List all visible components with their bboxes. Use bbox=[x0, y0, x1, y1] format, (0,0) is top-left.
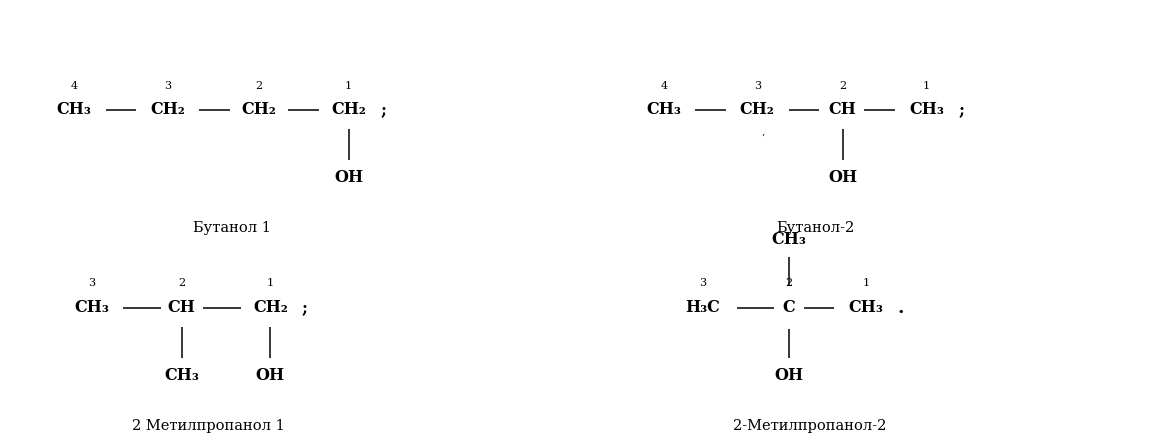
Text: CH₃: CH₃ bbox=[56, 101, 92, 118]
Text: CH: CH bbox=[168, 299, 195, 316]
Text: 2-Метилпропанол-2: 2-Метилпропанол-2 bbox=[733, 419, 887, 433]
Text: CH₂: CH₂ bbox=[740, 101, 775, 118]
Text: 3: 3 bbox=[88, 278, 95, 289]
Text: 1: 1 bbox=[862, 278, 869, 289]
Text: C: C bbox=[782, 299, 795, 316]
Text: CH₃: CH₃ bbox=[74, 299, 109, 316]
Text: 2: 2 bbox=[255, 81, 262, 90]
Text: 3: 3 bbox=[754, 81, 761, 90]
Text: ;: ; bbox=[302, 299, 308, 316]
Text: ;: ; bbox=[958, 101, 964, 118]
Text: 1: 1 bbox=[345, 81, 352, 90]
Text: 3: 3 bbox=[699, 278, 706, 289]
Text: OH: OH bbox=[828, 169, 857, 186]
Text: H₃C: H₃C bbox=[684, 299, 720, 316]
Text: CH₂: CH₂ bbox=[332, 101, 366, 118]
Text: CH₂: CH₂ bbox=[253, 299, 288, 316]
Text: .: . bbox=[897, 298, 904, 317]
Text: CH₃: CH₃ bbox=[909, 101, 944, 118]
Text: 4: 4 bbox=[661, 81, 668, 90]
Text: ;: ; bbox=[380, 101, 386, 118]
Text: CH₃: CH₃ bbox=[165, 367, 199, 384]
Text: ’: ’ bbox=[762, 134, 764, 143]
Text: Бутанол-2: Бутанол-2 bbox=[776, 221, 855, 235]
Text: Бутанол 1: Бутанол 1 bbox=[193, 221, 270, 235]
Text: 2: 2 bbox=[838, 81, 846, 90]
Text: CH₂: CH₂ bbox=[241, 101, 276, 118]
Text: 4: 4 bbox=[71, 81, 78, 90]
Text: 2: 2 bbox=[178, 278, 185, 289]
Text: CH: CH bbox=[829, 101, 856, 118]
Text: CH₃: CH₃ bbox=[771, 231, 807, 248]
Text: OH: OH bbox=[774, 367, 803, 384]
Text: 1: 1 bbox=[267, 278, 274, 289]
Text: 3: 3 bbox=[165, 81, 172, 90]
Text: 2: 2 bbox=[786, 278, 793, 289]
Text: OH: OH bbox=[256, 367, 285, 384]
Text: CH₃: CH₃ bbox=[848, 299, 883, 316]
Text: 1: 1 bbox=[923, 81, 930, 90]
Text: CH₂: CH₂ bbox=[151, 101, 185, 118]
Text: 2 Метилпропанол 1: 2 Метилпропанол 1 bbox=[132, 419, 285, 433]
Text: CH₃: CH₃ bbox=[647, 101, 681, 118]
Text: OH: OH bbox=[334, 169, 363, 186]
